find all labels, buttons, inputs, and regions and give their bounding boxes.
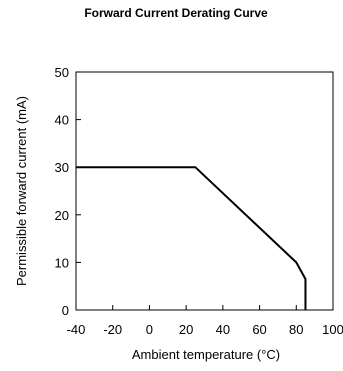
derating-curve-line [76, 166, 307, 310]
x-axis-ticks: -40 -20 0 20 40 60 80 100 [67, 305, 343, 337]
chart-title: Forward Current Derating Curve [84, 6, 268, 20]
series-layer [76, 166, 307, 310]
x-tick-label: 80 [289, 322, 303, 337]
y-tick-label: 10 [55, 255, 69, 270]
y-tick-label: 50 [55, 65, 69, 80]
x-tick-label: 60 [252, 322, 266, 337]
x-axis-label: Ambient temperature (°C) [132, 347, 280, 362]
x-tick-label: 0 [146, 322, 153, 337]
x-tick-label: -40 [67, 322, 86, 337]
plot-frame [75, 71, 334, 311]
y-tick-label: 20 [55, 208, 69, 223]
x-tick-label: 40 [216, 322, 230, 337]
y-axis-label: Permissible forward current (mA) [14, 96, 29, 286]
y-tick-label: 0 [62, 303, 69, 318]
y-axis-ticks: 0 10 20 30 40 50 [55, 65, 81, 318]
x-tick-label: 20 [179, 322, 193, 337]
x-tick-label: -20 [103, 322, 122, 337]
y-tick-label: 30 [55, 160, 69, 175]
y-tick-label: 40 [55, 113, 69, 128]
x-tick-label: 100 [322, 322, 343, 337]
